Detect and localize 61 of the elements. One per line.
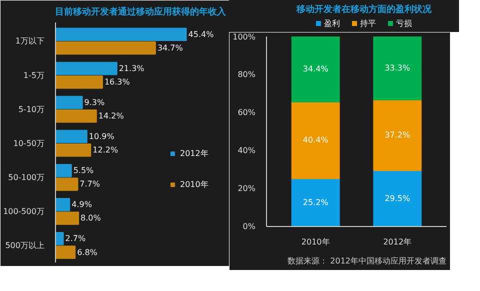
bar (291, 101, 340, 180)
y-tick-label: 500万以上 (5, 240, 45, 250)
bar (56, 198, 70, 212)
source-note: 数据来源： 2012年中国移动应用开发者调查 (288, 256, 447, 266)
bar (373, 99, 422, 171)
data-label: 21.3% (118, 64, 145, 73)
data-label: 7.7% (80, 180, 100, 189)
y-tick-label: 100-500万 (3, 206, 45, 216)
y-tick-label: 1万以下 (15, 36, 45, 46)
y-tick-label: 100% (232, 32, 256, 42)
y-tick-label: 20% (238, 184, 256, 193)
data-label: 33.3% (384, 64, 411, 73)
bar (56, 41, 156, 55)
bar (56, 28, 187, 42)
legend-label: 亏损 (395, 19, 412, 28)
bar (56, 75, 103, 89)
data-label: 2.7% (65, 234, 86, 244)
bar (373, 170, 422, 226)
y-tick-label: 40% (238, 146, 256, 155)
data-label: 6.8% (77, 248, 98, 257)
data-label: 29.5% (384, 194, 411, 203)
bar (56, 164, 72, 178)
bar (56, 96, 83, 110)
chart-title: 目前移动开发者通过移动应用获得的年收入 (55, 6, 227, 18)
data-label: 12.2% (92, 146, 118, 155)
data-label: 5.5% (73, 166, 94, 176)
bar (56, 178, 78, 191)
bar (56, 232, 64, 246)
data-label: 9.3% (84, 98, 106, 107)
bar (291, 36, 340, 102)
legend-label: 持平 (359, 19, 376, 28)
data-label: 40.4% (302, 136, 329, 145)
data-label: 25.2% (302, 198, 329, 208)
legend-label: 盈利 (323, 19, 340, 28)
data-label: 34.4% (302, 64, 329, 74)
data-label: 8.0% (80, 214, 102, 223)
data-label: 37.2% (384, 130, 411, 140)
legend-label: 2012年 (180, 148, 208, 159)
y-tick-label: 80% (238, 70, 256, 79)
data-label: 45.4% (188, 30, 214, 39)
data-label: 16.3% (104, 78, 130, 87)
y-tick-label: 0% (242, 222, 256, 231)
chart-title: 移动开发者在移动方面的盈利状况 (296, 4, 432, 17)
bar (291, 178, 340, 226)
y-tick-label: 50-100万 (8, 172, 45, 182)
bar (56, 109, 97, 123)
data-label: 14.2% (98, 112, 124, 121)
bar (56, 212, 80, 225)
bar (56, 144, 92, 157)
bar (56, 246, 76, 259)
y-tick-label: 5-10万 (18, 104, 44, 114)
bar (56, 62, 118, 76)
y-tick-label: 60% (238, 108, 256, 117)
bar (56, 130, 88, 144)
bar (373, 36, 422, 100)
y-tick-label: 1-5万 (23, 70, 45, 80)
data-label: 4.9% (72, 200, 92, 210)
y-tick-label: 10-50万 (13, 138, 45, 148)
data-label: 10.9% (88, 132, 115, 142)
legend-label: 2010年 (180, 179, 208, 190)
data-label: 34.7% (157, 44, 184, 53)
